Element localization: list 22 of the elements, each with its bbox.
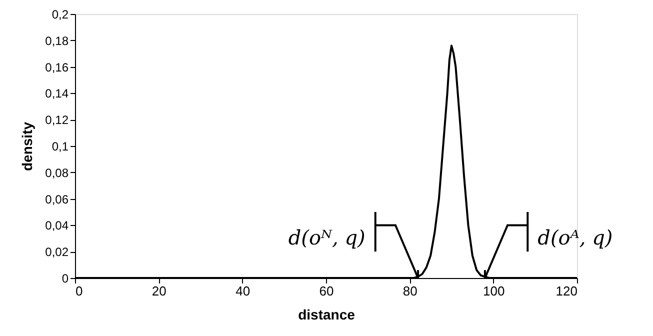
x-tick-label: 80 [402,284,418,298]
x-tick-label: 20 [152,284,166,298]
x-tick-label: 0 [76,284,83,298]
x-tick-label: 40 [236,284,250,298]
y-tick-label: 0,1 [52,140,69,154]
annotation: d(oᴬ, q) [538,225,613,250]
x-tick-label: 100 [482,284,505,298]
y-tick-label: 0,2 [52,8,69,22]
y-tick-label: 0,02 [45,245,69,260]
y-tick-label: 0,12 [45,113,69,128]
y-tick-label: 0,08 [45,166,69,180]
y-tick-label: 0,04 [45,218,69,233]
x-tick-label: 60 [319,284,334,298]
y-tick-label: 0 [62,272,69,286]
y-tick-label: 0,18 [45,34,69,48]
annotation: d(oᴺ, q) [288,225,366,250]
x-tick-label: 120 [556,284,578,298]
y-tick-label: 0,16 [45,60,69,74]
y-tick-label: 0,14 [45,86,69,101]
y-tick-label: 0,06 [45,192,69,206]
y-axis-title: density [19,122,36,172]
x-axis-title: distance [298,306,356,322]
